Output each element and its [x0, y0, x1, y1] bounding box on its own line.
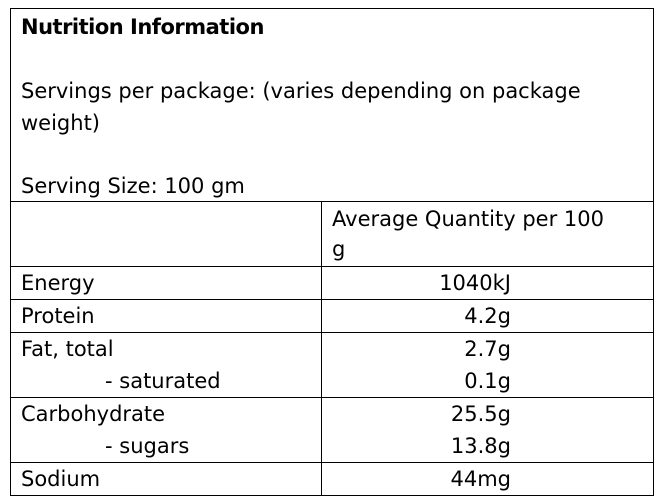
header-row: Nutrition Information Servings per packa… — [10, 8, 654, 202]
title: Nutrition Information — [21, 15, 264, 39]
column-header-row: Average Quantity per 100 g — [10, 201, 654, 267]
nutrient-name-cell: Sodium — [10, 462, 322, 496]
nutrient-row: Energy 1040kJ — [10, 266, 654, 300]
nutrient-value: 25.5g — [450, 402, 511, 426]
header-cell: Nutrition Information Servings per packa… — [10, 8, 654, 202]
nutrient-name: Sodium — [21, 467, 101, 491]
column-header-text: Average Quantity per 100 g — [332, 207, 604, 261]
nutrient-value-cell: 25.5g 13.8g — [321, 397, 654, 463]
nutrient-value: 4.2g — [464, 304, 511, 328]
servings: Servings per package: (varies depending … — [21, 79, 581, 135]
nutrient-name: Protein — [21, 304, 95, 328]
sub-nutrient-name: - sugars — [105, 434, 190, 458]
serving-size: Serving Size: 100 gm — [21, 174, 245, 198]
nutrition-table: Nutrition Information Servings per packa… — [10, 8, 654, 496]
column-header: Average Quantity per 100 g — [321, 201, 654, 267]
nutrient-name-cell: Carbohydrate - sugars — [10, 397, 322, 463]
sub-nutrient-value: 0.1g — [464, 369, 511, 393]
sub-nutrient-name: - saturated — [105, 369, 221, 393]
nutrient-value-cell: 4.2g — [321, 299, 654, 333]
nutrient-row: Sodium 44mg — [10, 462, 654, 496]
nutrient-name-cell: Fat, total - saturated — [10, 332, 322, 398]
nutrient-name: Carbohydrate — [21, 402, 166, 426]
nutrient-name: Fat, total — [21, 337, 114, 361]
nutrient-row: Protein 4.2g — [10, 299, 654, 333]
nutrient-value: 1040kJ — [439, 271, 511, 295]
nutrient-value: 44mg — [450, 467, 511, 491]
nutrient-value: 2.7g — [464, 337, 511, 361]
nutrient-row: Fat, total - saturated 2.7g 0.1g — [10, 332, 654, 398]
nutrient-value-cell: 2.7g 0.1g — [321, 332, 654, 398]
nutrient-name-cell: Energy — [10, 266, 322, 300]
empty-cell — [10, 201, 322, 267]
nutrient-value-cell: 1040kJ — [321, 266, 654, 300]
nutrient-row: Carbohydrate - sugars 25.5g 13.8g — [10, 397, 654, 463]
nutrient-name-cell: Protein — [10, 299, 322, 333]
nutrient-name: Energy — [21, 271, 95, 295]
sub-nutrient-value: 13.8g — [450, 434, 511, 458]
nutrient-value-cell: 44mg — [321, 462, 654, 496]
